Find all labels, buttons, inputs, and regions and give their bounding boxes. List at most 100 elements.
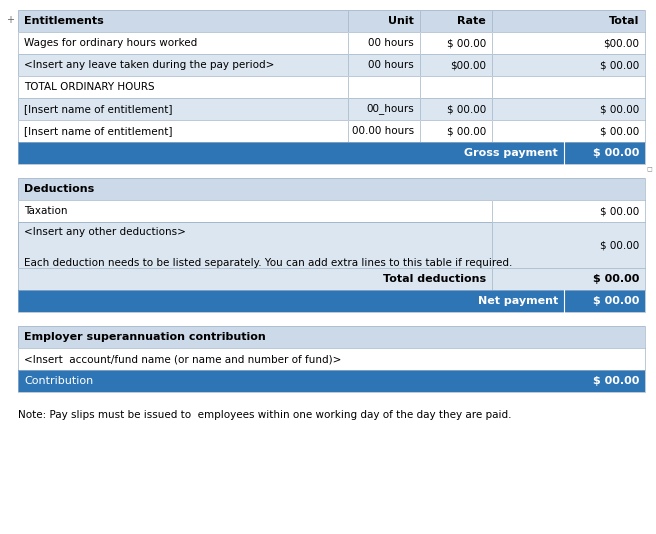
Text: TOTAL ORDINARY HOURS: TOTAL ORDINARY HOURS [24, 82, 155, 92]
Bar [18, 98, 348, 120]
Text: Wages for ordinary hours worked: Wages for ordinary hours worked [24, 38, 197, 48]
Text: $ 00.00: $ 00.00 [592, 296, 639, 306]
Text: Rate: Rate [457, 16, 486, 26]
Bar [492, 54, 645, 76]
Text: +: + [6, 15, 14, 25]
Bar [18, 370, 645, 392]
Text: Taxation: Taxation [24, 206, 68, 216]
Bar [420, 76, 492, 98]
Text: Unit: Unit [388, 16, 414, 26]
Bar [492, 76, 645, 98]
Bar [18, 222, 492, 268]
Text: $ 00.00: $ 00.00 [600, 126, 639, 136]
Bar [348, 98, 420, 120]
Bar [18, 222, 492, 268]
FancyBboxPatch shape [492, 10, 645, 32]
Text: Net payment: Net payment [478, 296, 558, 306]
FancyBboxPatch shape [492, 268, 645, 290]
FancyBboxPatch shape [492, 32, 645, 54]
Text: Gross payment: Gross payment [464, 148, 558, 158]
FancyBboxPatch shape [492, 120, 645, 142]
Bar [492, 200, 645, 222]
Bar [492, 120, 645, 142]
Text: Total deductions: Total deductions [383, 274, 486, 284]
Text: <Insert any leave taken during the pay period>: <Insert any leave taken during the pay p… [24, 60, 274, 70]
FancyBboxPatch shape [490, 142, 564, 164]
FancyBboxPatch shape [492, 290, 645, 312]
FancyBboxPatch shape [420, 32, 492, 54]
FancyBboxPatch shape [18, 348, 645, 370]
Text: Employer superannuation contribution: Employer superannuation contribution [24, 332, 266, 342]
FancyBboxPatch shape [420, 98, 492, 120]
Bar [18, 178, 645, 200]
Text: ◻: ◻ [646, 165, 652, 171]
FancyBboxPatch shape [348, 76, 420, 98]
Bar [492, 98, 645, 120]
Bar [420, 98, 492, 120]
FancyBboxPatch shape [18, 54, 348, 76]
FancyBboxPatch shape [18, 32, 348, 54]
FancyBboxPatch shape [18, 142, 492, 164]
FancyBboxPatch shape [348, 120, 420, 142]
Text: [Insert name of entitlement]: [Insert name of entitlement] [24, 126, 173, 136]
Bar [18, 142, 645, 164]
Text: Total: Total [609, 16, 639, 26]
FancyBboxPatch shape [492, 54, 645, 76]
Bar [348, 76, 420, 98]
Text: $ 00.00: $ 00.00 [447, 104, 486, 114]
Text: $ 00.00: $ 00.00 [600, 206, 639, 216]
FancyBboxPatch shape [348, 32, 420, 54]
Bar [348, 54, 420, 76]
FancyBboxPatch shape [18, 268, 492, 290]
FancyBboxPatch shape [420, 120, 492, 142]
Text: $00.00: $00.00 [450, 60, 486, 70]
Bar [18, 54, 348, 76]
FancyBboxPatch shape [492, 98, 645, 120]
FancyBboxPatch shape [18, 200, 492, 222]
Text: [Insert name of entitlement]: [Insert name of entitlement] [24, 104, 173, 114]
Text: $ 00.00: $ 00.00 [592, 376, 639, 386]
Bar [420, 32, 492, 54]
FancyBboxPatch shape [490, 290, 564, 312]
Text: 00.00 hours: 00.00 hours [352, 126, 414, 136]
FancyBboxPatch shape [348, 54, 420, 76]
Bar [18, 326, 645, 348]
Bar [348, 120, 420, 142]
Bar [492, 268, 645, 290]
FancyBboxPatch shape [492, 222, 645, 268]
Bar [420, 54, 492, 76]
FancyBboxPatch shape [18, 178, 645, 200]
Text: $ 00.00: $ 00.00 [447, 126, 486, 136]
Text: Note: Pay slips must be issued to  employees within one working day of the day t: Note: Pay slips must be issued to employ… [18, 410, 512, 420]
Text: $ 00.00: $ 00.00 [592, 148, 639, 158]
FancyBboxPatch shape [18, 10, 348, 32]
Bar [18, 200, 492, 222]
FancyBboxPatch shape [18, 370, 492, 392]
FancyBboxPatch shape [492, 200, 645, 222]
FancyBboxPatch shape [18, 326, 645, 348]
Text: Entitlements: Entitlements [24, 16, 104, 26]
Text: <Insert  account/fund name (or name and number of fund)>: <Insert account/fund name (or name and n… [24, 354, 341, 364]
FancyBboxPatch shape [18, 76, 348, 98]
Bar [18, 120, 348, 142]
Text: 00 hours: 00 hours [368, 38, 414, 48]
FancyBboxPatch shape [420, 10, 492, 32]
FancyBboxPatch shape [348, 10, 420, 32]
FancyBboxPatch shape [18, 290, 492, 312]
Bar [18, 268, 492, 290]
Bar [348, 10, 420, 32]
Text: <Insert any other deductions>: <Insert any other deductions> [24, 227, 186, 237]
FancyBboxPatch shape [420, 54, 492, 76]
FancyBboxPatch shape [348, 98, 420, 120]
FancyBboxPatch shape [420, 76, 492, 98]
Text: $ 00.00: $ 00.00 [600, 240, 639, 250]
Bar [18, 76, 348, 98]
FancyBboxPatch shape [18, 98, 348, 120]
Bar [348, 32, 420, 54]
Bar [492, 32, 645, 54]
Text: $ 00.00: $ 00.00 [592, 274, 639, 284]
Bar [18, 32, 348, 54]
Text: $ 00.00: $ 00.00 [447, 38, 486, 48]
FancyBboxPatch shape [492, 370, 645, 392]
Bar [492, 10, 645, 32]
